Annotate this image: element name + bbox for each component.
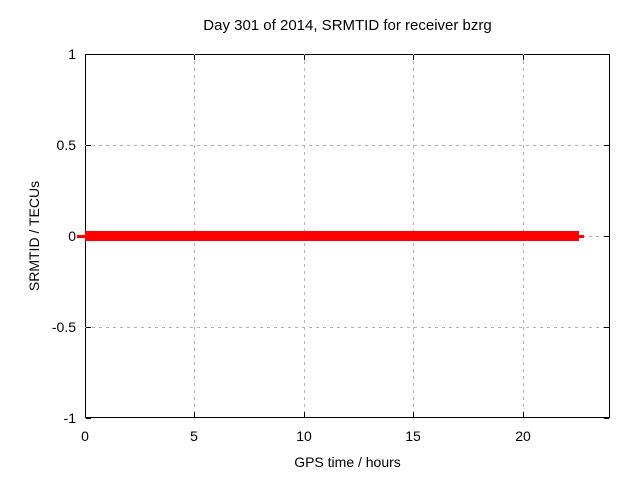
x-tick-label: 0 — [81, 428, 89, 444]
y-tick-mirror — [604, 418, 609, 419]
y-tick-label: 0 — [68, 228, 76, 244]
y-tick-label: 1 — [68, 46, 76, 62]
y-tick-label: 0.5 — [56, 137, 76, 153]
y-gridline — [85, 145, 610, 146]
y-tick — [86, 418, 91, 419]
y-tick-mirror — [604, 327, 609, 328]
y-tick — [86, 327, 91, 328]
y-tick-mirror — [604, 145, 609, 146]
x-tick — [413, 412, 414, 417]
y-tick-label: -0.5 — [51, 319, 76, 335]
chart-title: Day 301 of 2014, SRMTID for receiver bzr… — [203, 17, 492, 34]
x-tick-mirror — [304, 55, 305, 60]
x-axis-label: GPS time / hours — [294, 454, 401, 470]
y-tick-label: -1 — [63, 410, 76, 426]
y-tick-mirror — [604, 236, 609, 237]
data-line — [85, 231, 579, 241]
x-tick-label: 10 — [296, 428, 312, 444]
y-tick — [86, 145, 91, 146]
x-tick-mirror — [523, 55, 524, 60]
x-tick — [523, 412, 524, 417]
y-gridline — [85, 327, 610, 328]
y-tick-mirror — [604, 54, 609, 55]
x-tick — [304, 412, 305, 417]
x-tick — [85, 412, 86, 417]
x-tick — [194, 412, 195, 417]
x-tick-mirror — [85, 55, 86, 60]
x-tick-mirror — [413, 55, 414, 60]
y-tick — [86, 54, 91, 55]
x-tick-label: 20 — [515, 428, 531, 444]
x-tick-mirror — [194, 55, 195, 60]
x-tick-label: 15 — [405, 428, 421, 444]
y-axis-label: SRMTID / TECUs — [26, 180, 42, 292]
x-tick-label: 5 — [190, 428, 198, 444]
